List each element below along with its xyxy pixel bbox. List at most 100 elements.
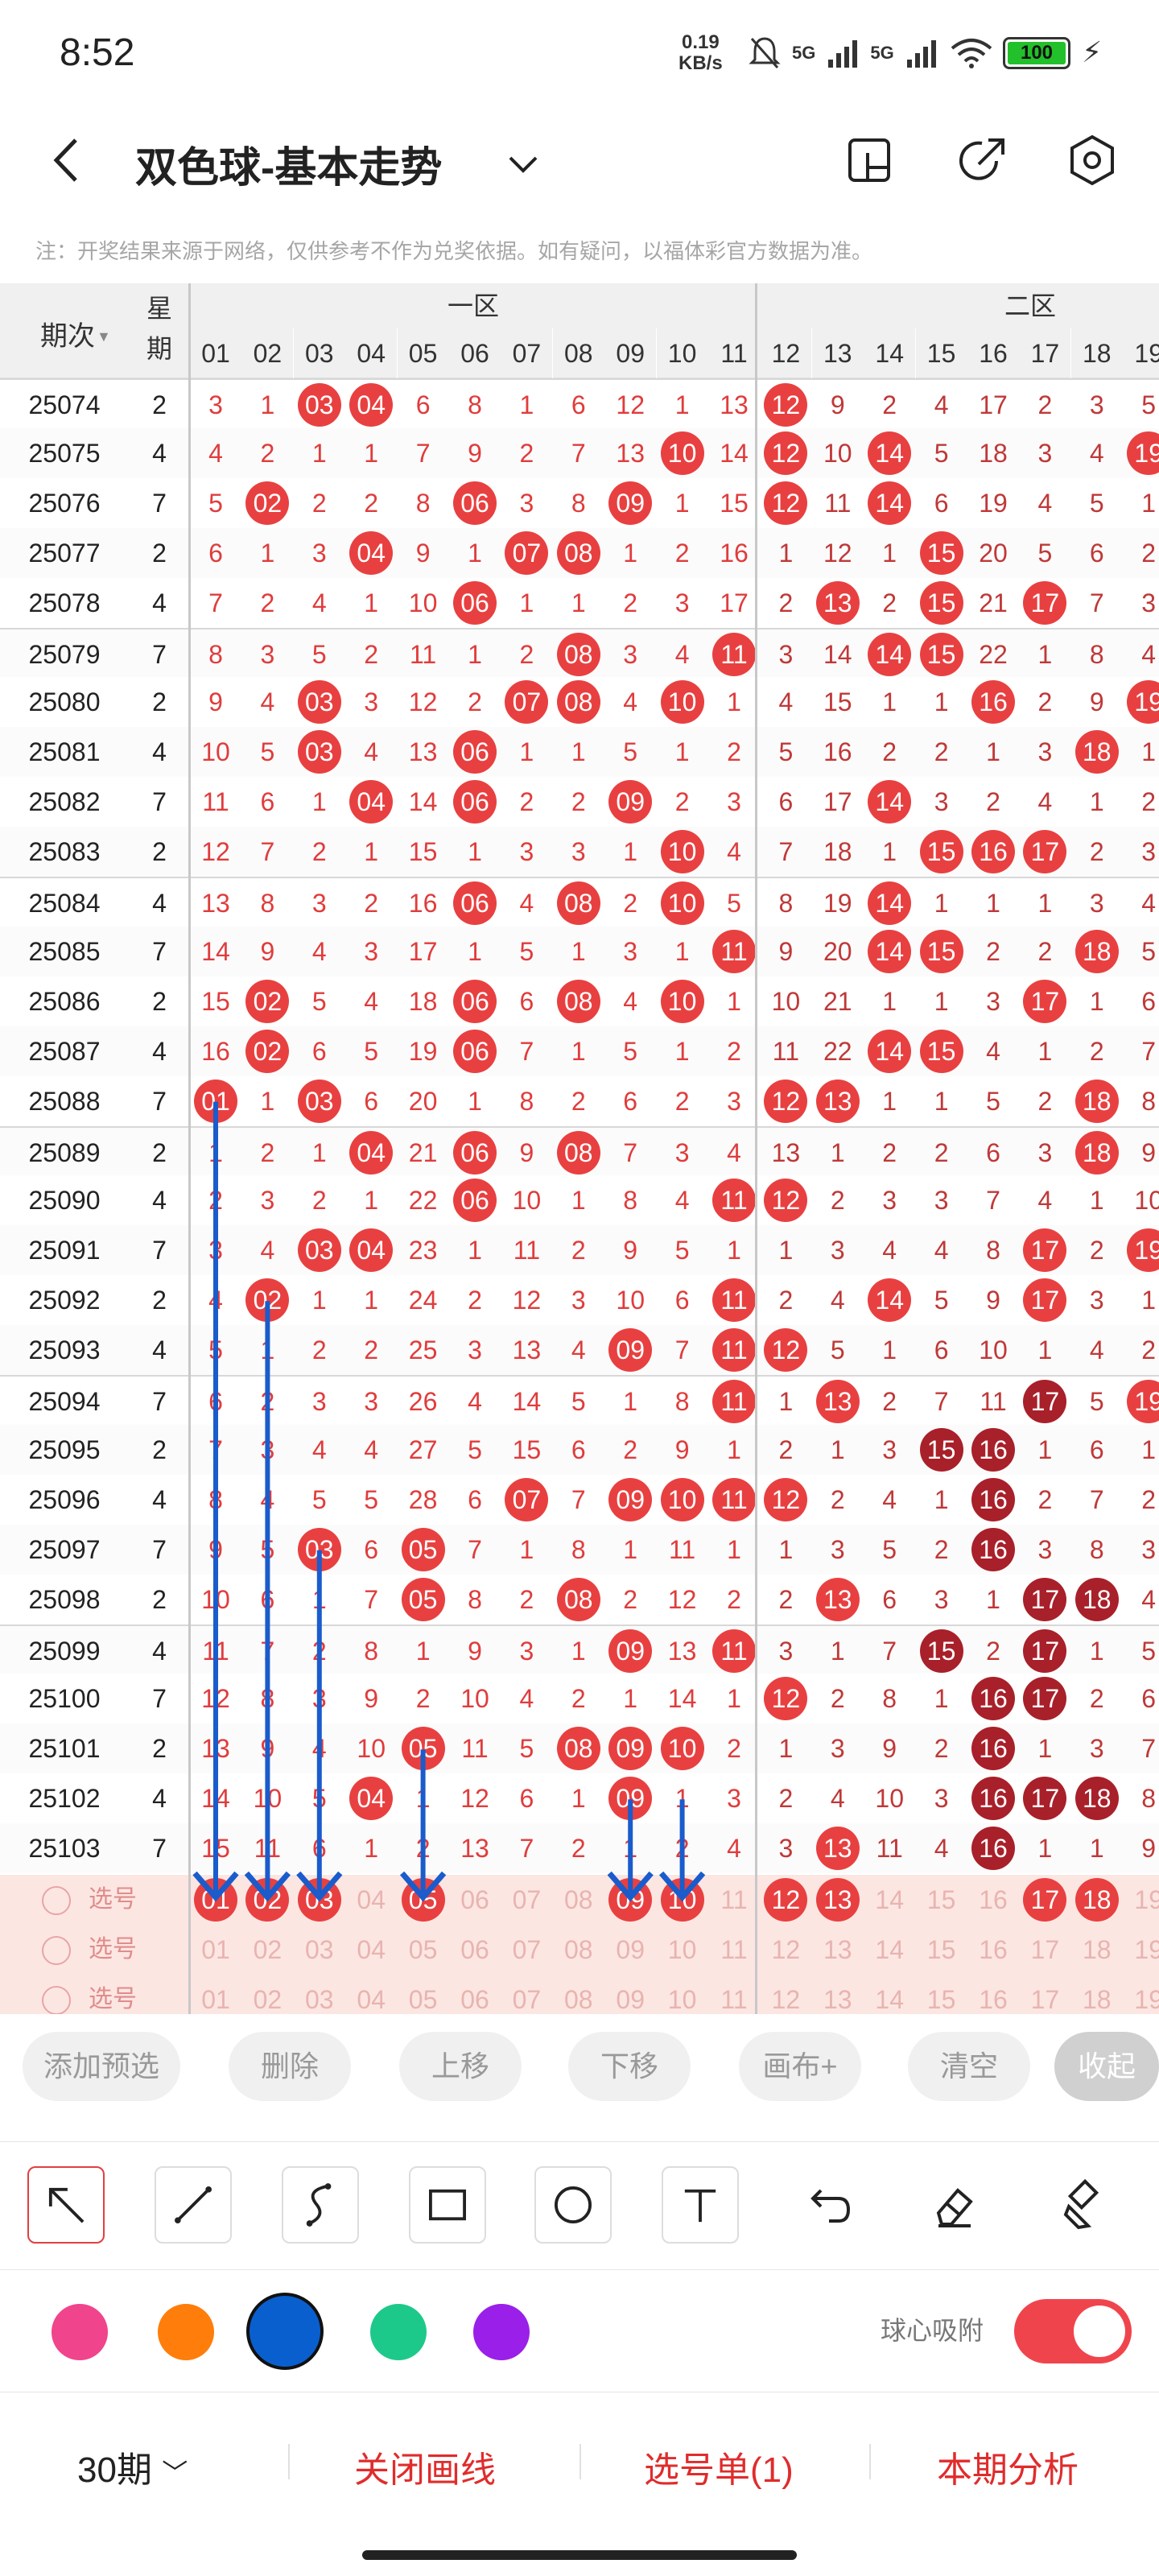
analysis-button[interactable]: 本期分析 [937, 2450, 1079, 2490]
selectable-number[interactable]: 16 [979, 1885, 1008, 1914]
drawn-ball[interactable]: 08 [556, 1727, 600, 1771]
drawn-ball[interactable]: 13 [815, 1827, 860, 1871]
drawn-ball[interactable]: 18 [1074, 1130, 1119, 1174]
selectable-number[interactable]: 16 [979, 1934, 1008, 1964]
drawn-ball[interactable]: 03 [297, 730, 341, 774]
selectable-number[interactable]: 02 [253, 1984, 283, 2014]
drawn-ball[interactable]: 08 [556, 680, 600, 724]
drawn-ball[interactable]: 16 [971, 1677, 1015, 1721]
drawn-ball[interactable]: 10 [660, 680, 704, 724]
circle-tool-icon[interactable] [534, 2166, 612, 2244]
drawn-ball[interactable]: 17 [1023, 1380, 1067, 1423]
drawn-ball[interactable]: 17 [1023, 979, 1067, 1023]
share-icon[interactable] [955, 132, 1011, 188]
selectable-number[interactable]: 08 [564, 1934, 593, 1964]
color-swatch[interactable] [158, 2304, 214, 2360]
selectable-number[interactable]: 10 [667, 1934, 697, 1964]
collapse-button[interactable]: 收起 [1054, 2032, 1159, 2101]
drawn-ball[interactable]: 06 [453, 1029, 497, 1073]
drawn-ball[interactable]: 08 [556, 530, 600, 575]
drawn-ball[interactable]: 04 [349, 383, 394, 427]
move-down-button[interactable]: 下移 [568, 2032, 691, 2101]
selectable-number[interactable]: 11 [720, 1885, 748, 1914]
drawn-ball[interactable]: 10 [660, 1727, 704, 1771]
arrow-tool-icon[interactable] [27, 2166, 105, 2244]
selectable-number[interactable]: 11 [720, 1934, 748, 1964]
drawn-ball[interactable]: 11 [712, 1629, 756, 1673]
drawn-ball[interactable]: 06 [453, 580, 497, 625]
selected-number[interactable]: 02 [245, 1878, 290, 1922]
drawn-ball[interactable]: 11 [712, 929, 756, 973]
switch-view-icon[interactable] [842, 132, 898, 188]
color-swatch[interactable] [473, 2304, 530, 2360]
chevron-down-icon[interactable] [499, 140, 547, 188]
period-selector[interactable]: 30期 ﹀ [77, 2441, 188, 2492]
drawn-ball[interactable]: 13 [815, 1380, 860, 1423]
drawn-ball[interactable]: 14 [868, 632, 912, 676]
selected-number[interactable]: 12 [764, 1878, 808, 1922]
select-radio[interactable] [42, 1985, 71, 2014]
drawn-ball[interactable]: 04 [349, 780, 394, 824]
selectable-number[interactable]: 06 [460, 1885, 489, 1914]
drawn-ball[interactable]: 07 [505, 530, 549, 575]
drawn-ball[interactable]: 02 [245, 1029, 290, 1073]
drawn-ball[interactable]: 14 [868, 780, 912, 824]
selectable-number[interactable]: 04 [357, 1984, 386, 2014]
drawn-ball[interactable]: 06 [453, 881, 497, 925]
color-swatch[interactable] [246, 2293, 324, 2370]
drawn-ball[interactable]: 18 [1074, 1777, 1119, 1821]
drawn-ball[interactable]: 11 [712, 632, 756, 676]
drawn-ball[interactable]: 16 [971, 1727, 1015, 1771]
text-tool-icon[interactable] [662, 2166, 739, 2244]
drawn-ball[interactable]: 15 [919, 830, 963, 874]
selectable-number[interactable]: 08 [564, 1984, 593, 2014]
selectable-number[interactable]: 19 [1134, 1934, 1159, 1964]
drawn-ball[interactable]: 17 [1023, 1629, 1067, 1673]
snap-toggle[interactable] [1014, 2299, 1132, 2363]
drawn-ball[interactable]: 14 [868, 929, 912, 973]
select-radio[interactable] [42, 1935, 71, 1965]
drawn-ball[interactable]: 05 [401, 1577, 445, 1621]
drawn-ball[interactable]: 12 [764, 431, 808, 475]
drawn-ball[interactable]: 17 [1023, 1577, 1067, 1621]
selectable-number[interactable]: 18 [1083, 1984, 1112, 2014]
selectable-number[interactable]: 03 [305, 1984, 334, 2014]
pick-list-button[interactable]: 选号单(1) [644, 2450, 794, 2490]
selectable-number[interactable]: 19 [1134, 1885, 1159, 1914]
drawn-ball[interactable]: 03 [297, 1228, 341, 1273]
drawn-ball[interactable]: 03 [297, 383, 341, 427]
drawn-ball[interactable]: 17 [1023, 1777, 1067, 1821]
selectable-number[interactable]: 17 [1030, 1984, 1060, 2014]
drawn-ball[interactable]: 10 [660, 431, 704, 475]
drawn-ball[interactable]: 08 [556, 979, 600, 1023]
drawn-ball[interactable]: 19 [1127, 1380, 1159, 1423]
drawn-ball[interactable]: 09 [608, 1727, 653, 1771]
selectable-number[interactable]: 09 [616, 1934, 645, 1964]
selectable-number[interactable]: 07 [512, 1984, 542, 2014]
drawn-ball[interactable]: 16 [971, 1527, 1015, 1571]
selectable-number[interactable]: 15 [926, 1984, 956, 2014]
selectable-number[interactable]: 06 [460, 1934, 489, 1964]
selectable-number[interactable]: 05 [408, 1934, 438, 1964]
drawn-ball[interactable]: 16 [971, 830, 1015, 874]
selectable-number[interactable]: 07 [512, 1934, 542, 1964]
drawn-ball[interactable]: 02 [245, 979, 290, 1023]
selectable-number[interactable]: 15 [926, 1934, 956, 1964]
selectable-number[interactable]: 04 [357, 1885, 386, 1914]
drawn-ball[interactable]: 16 [971, 1827, 1015, 1871]
drawn-ball[interactable]: 18 [1074, 929, 1119, 973]
home-indicator[interactable] [362, 2550, 797, 2560]
drawn-ball[interactable]: 18 [1074, 1577, 1119, 1621]
selectable-number[interactable]: 07 [512, 1885, 542, 1914]
drawn-ball[interactable]: 04 [349, 1228, 394, 1273]
undo-icon[interactable] [789, 2166, 866, 2244]
drawn-ball[interactable]: 09 [608, 1629, 653, 1673]
drawn-ball[interactable]: 12 [764, 1328, 808, 1373]
drawn-ball[interactable]: 08 [556, 1577, 600, 1621]
page-title[interactable]: 双色球-基本走势 [135, 145, 443, 192]
drawn-ball[interactable]: 19 [1127, 431, 1159, 475]
selectable-number[interactable]: 14 [875, 1984, 904, 2014]
selectable-number[interactable]: 06 [460, 1984, 489, 2014]
drawn-ball[interactable]: 13 [815, 1577, 860, 1621]
drawn-ball[interactable]: 07 [505, 680, 549, 724]
